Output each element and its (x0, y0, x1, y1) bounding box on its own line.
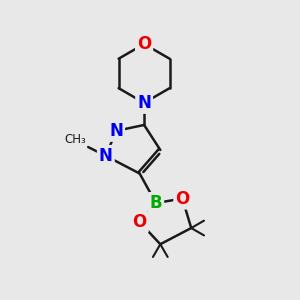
Text: O: O (175, 190, 190, 208)
Text: N: N (109, 122, 123, 140)
Text: N: N (137, 94, 151, 112)
Text: O: O (137, 35, 151, 53)
Text: CH₃: CH₃ (64, 133, 86, 146)
Text: N: N (99, 147, 113, 165)
Text: O: O (133, 213, 147, 231)
Text: B: B (150, 194, 162, 212)
